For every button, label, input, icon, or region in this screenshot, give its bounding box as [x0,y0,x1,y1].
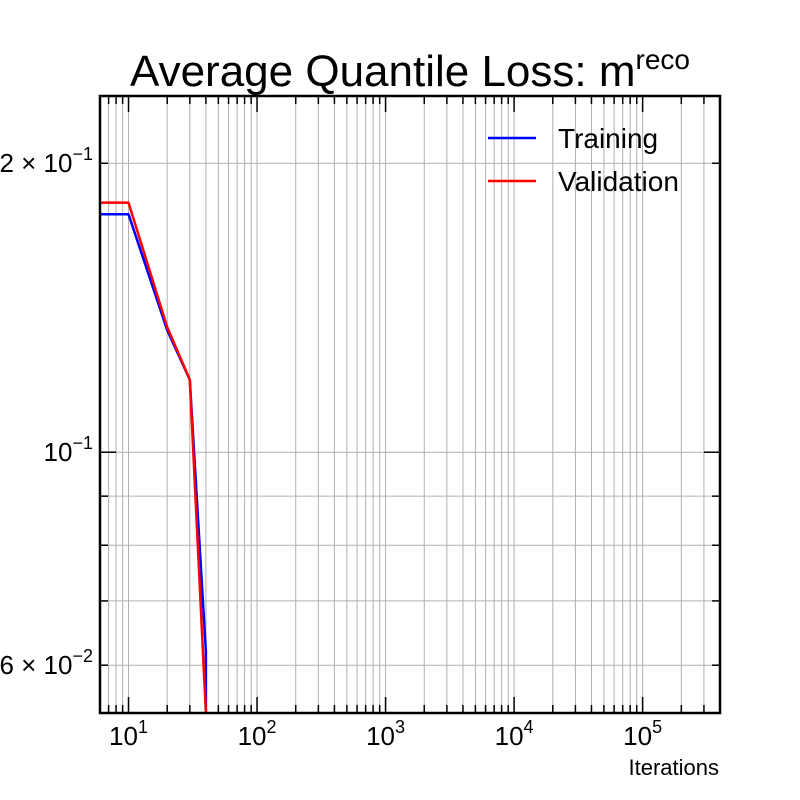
series-lines [100,201,208,713]
plot-frame [98,94,722,715]
y-tick-label: 2 × 10−1 [0,144,93,178]
x-tick-label: 104 [495,717,534,751]
x-tick-label: 105 [623,717,662,751]
series-line-validation [100,201,208,713]
chart-title-superscript: reco [636,44,690,75]
x-tick-label: 102 [238,717,277,751]
x-tick-labels: 101 102 103 104 105 [109,717,662,751]
grid-lines [99,96,721,713]
chart-title: Average Quantile Loss: mreco [130,44,690,96]
legend-label-validation: Validation [558,166,679,197]
y-tick-label: 6 × 10−2 [0,646,93,680]
x-tick-label: 103 [366,717,405,751]
x-tick-label: 101 [109,717,148,751]
legend: Training Validation [488,123,679,197]
y-tick-labels: 2 × 10−1 10−1 6 × 10−2 [0,144,93,680]
chart-title-main: Average Quantile Loss: m [130,47,635,96]
x-axis-label: Iterations [629,755,720,780]
y-tick-label: 10−1 [44,433,93,467]
legend-label-training: Training [558,123,658,154]
